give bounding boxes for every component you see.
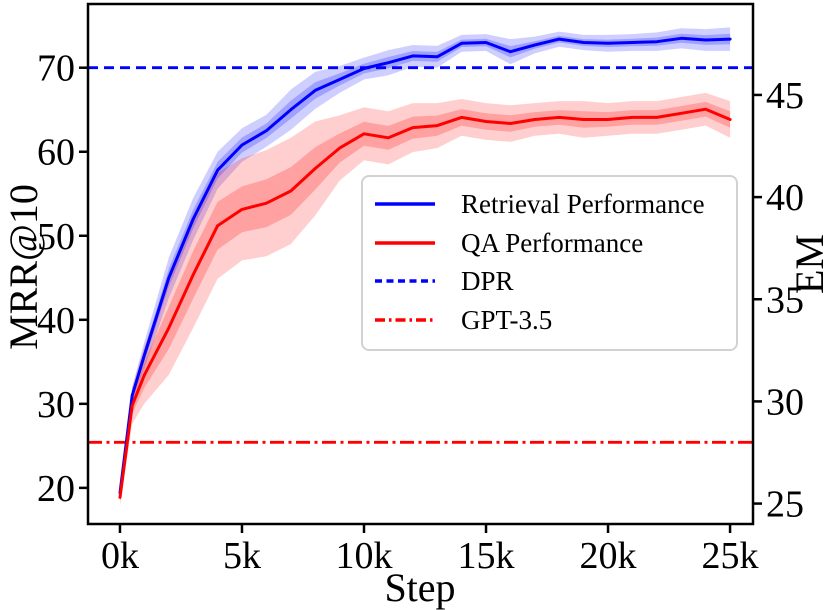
y-axis-label-right: EM [787, 234, 831, 294]
y-right-tick-label: 45 [766, 75, 804, 117]
legend-line-sample [375, 202, 435, 206]
y-axis-label-left: MRR@10 [1, 184, 46, 350]
x-tick-label: 15k [458, 535, 515, 577]
qa-performance-line [118, 107, 732, 499]
x-tick-label: 10k [336, 535, 393, 577]
x-tick-label: 20k [580, 535, 637, 577]
x-tick-label: 0k [101, 535, 139, 577]
legend-line-sample [375, 279, 435, 284]
legend-label: DPR [461, 266, 514, 297]
y-left-tick-label: 40 [37, 300, 75, 342]
y-right-tick-label: 40 [766, 177, 804, 219]
y-left-tick-label: 20 [37, 468, 75, 510]
plot-frame [86, 2, 755, 526]
y-left-tick-label: 30 [37, 384, 75, 426]
y-left-tick-label: 70 [37, 48, 75, 90]
legend-item-qa-performance: QA Performance [373, 226, 736, 260]
legend-label: Retrieval Performance [461, 189, 705, 219]
y-left-tick-label: 50 [37, 216, 75, 258]
retrieval-performance-line [118, 36, 732, 495]
legend-item-gpt-3-5: GPT-3.5 [373, 303, 736, 337]
y-right-tick-label: 30 [766, 381, 804, 423]
legend-line-sample [375, 240, 435, 245]
legend-label: QA Performance [461, 227, 644, 258]
y-right-tick-label: 35 [766, 279, 804, 321]
x-tick-label: 25k [702, 535, 759, 577]
legend-item-retrieval-performance: Retrieval Performance [373, 187, 736, 221]
legend-line-sample [375, 318, 435, 322]
legend-item-dpr: DPR [373, 264, 736, 298]
qa-performance-band [120, 92, 731, 506]
y-right-tick-label: 25 [766, 484, 804, 526]
x-tick-label: 5k [223, 535, 261, 577]
legend-box: Retrieval Performance QA Performance DPR… [361, 175, 738, 351]
legend-label: GPT-3.5 [461, 304, 553, 335]
y-left-tick-label: 60 [37, 132, 75, 174]
x-axis-label: Step [384, 565, 456, 610]
